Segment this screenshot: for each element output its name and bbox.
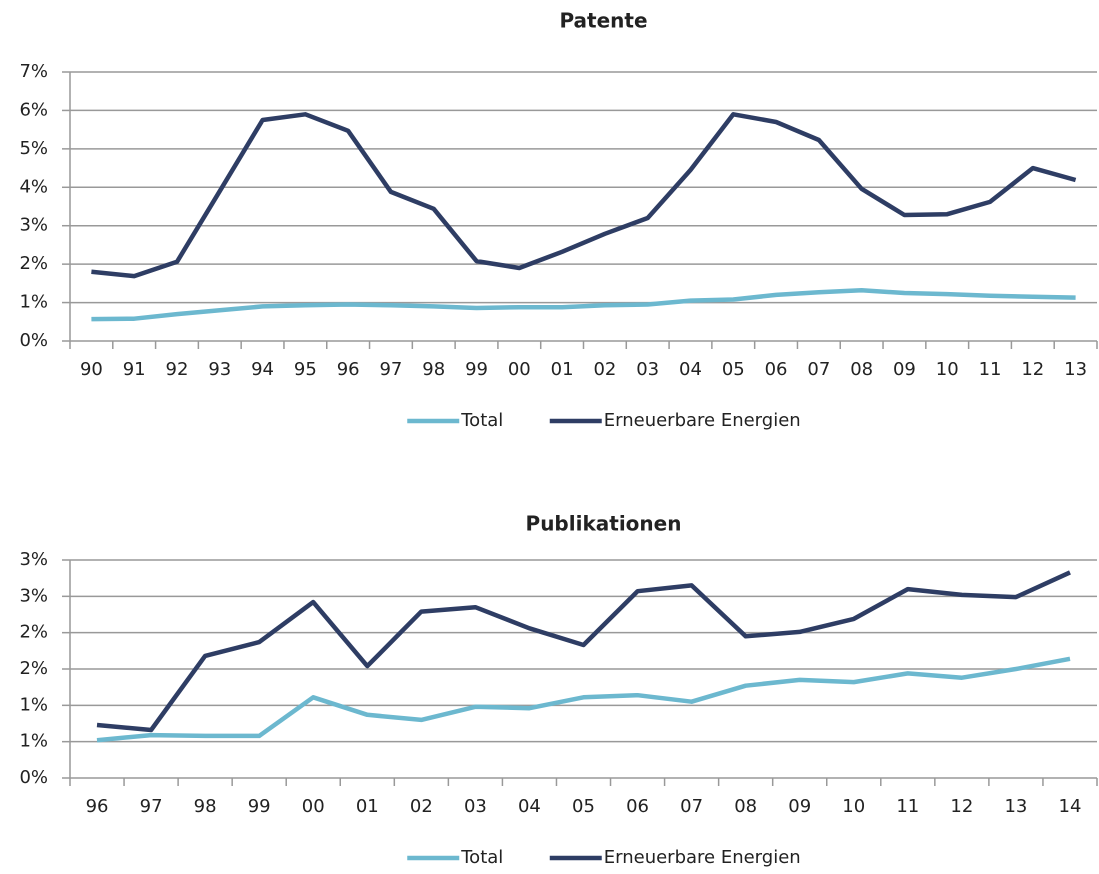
x-tick-label: 94	[251, 359, 274, 380]
x-tick-label: 13	[1064, 359, 1087, 380]
series-line	[96, 570, 1071, 733]
x-tick-label: 99	[248, 796, 271, 817]
x-tick-label: 04	[518, 796, 541, 817]
x-tick-label: 95	[294, 359, 317, 380]
x-tick-label: 14	[1059, 796, 1082, 817]
x-tick-label: 90	[80, 359, 103, 380]
legend-label: Erneuerbare Energien	[604, 410, 801, 431]
y-tick-label: 5%	[19, 138, 48, 159]
x-tick-label: 06	[765, 359, 788, 380]
x-tick-label: 02	[593, 359, 616, 380]
legend-label: Total	[460, 410, 503, 431]
x-tick-label: 00	[508, 359, 531, 380]
x-tick-label: 05	[572, 796, 595, 817]
x-tick-label: 08	[850, 359, 873, 380]
x-tick-label: 13	[1004, 796, 1027, 817]
y-tick-label: 1%	[19, 731, 48, 752]
y-tick-label: 0%	[19, 767, 48, 788]
series-line	[96, 656, 1071, 743]
y-tick-label: 2%	[19, 253, 48, 274]
x-tick-label: 01	[356, 796, 379, 817]
series-line	[91, 288, 1076, 322]
y-tick-label: 1%	[19, 694, 48, 715]
legend-label: Erneuerbare Energien	[604, 847, 801, 868]
x-tick-label: 97	[140, 796, 163, 817]
x-tick-label: 93	[208, 359, 231, 380]
x-tick-label: 03	[464, 796, 487, 817]
y-tick-label: 3%	[19, 585, 48, 606]
x-tick-label: 07	[807, 359, 830, 380]
y-tick-label: 3%	[19, 549, 48, 570]
x-tick-label: 08	[734, 796, 757, 817]
x-tick-label: 09	[788, 796, 811, 817]
y-tick-label: 4%	[19, 176, 48, 197]
x-tick-label: 00	[302, 796, 325, 817]
y-tick-label: 6%	[19, 99, 48, 120]
y-tick-label: 2%	[19, 658, 48, 679]
chart-title: Patente	[559, 9, 647, 33]
y-tick-label: 0%	[19, 330, 48, 351]
chart-title: Publikationen	[526, 512, 682, 536]
x-tick-label: 98	[422, 359, 445, 380]
x-tick-label: 06	[626, 796, 649, 817]
x-tick-label: 01	[551, 359, 574, 380]
x-tick-label: 05	[722, 359, 745, 380]
y-tick-label: 7%	[19, 61, 48, 82]
x-tick-label: 12	[950, 796, 973, 817]
x-tick-label: 98	[194, 796, 217, 817]
x-tick-label: 91	[123, 359, 146, 380]
x-tick-label: 99	[465, 359, 488, 380]
x-tick-label: 04	[679, 359, 702, 380]
x-tick-label: 07	[680, 796, 703, 817]
x-tick-label: 02	[410, 796, 433, 817]
x-tick-label: 11	[979, 359, 1002, 380]
x-tick-label: 97	[379, 359, 402, 380]
x-tick-label: 92	[166, 359, 189, 380]
x-tick-label: 96	[86, 796, 109, 817]
x-tick-label: 11	[896, 796, 919, 817]
x-tick-label: 12	[1021, 359, 1044, 380]
y-tick-label: 3%	[19, 215, 48, 236]
legend-label: Total	[460, 847, 503, 868]
y-tick-label: 1%	[19, 292, 48, 313]
x-tick-label: 09	[893, 359, 916, 380]
x-tick-label: 03	[636, 359, 659, 380]
x-tick-label: 10	[936, 359, 959, 380]
x-tick-label: 96	[337, 359, 360, 380]
series-line	[91, 112, 1077, 279]
y-tick-label: 2%	[19, 622, 48, 643]
x-tick-label: 10	[842, 796, 865, 817]
